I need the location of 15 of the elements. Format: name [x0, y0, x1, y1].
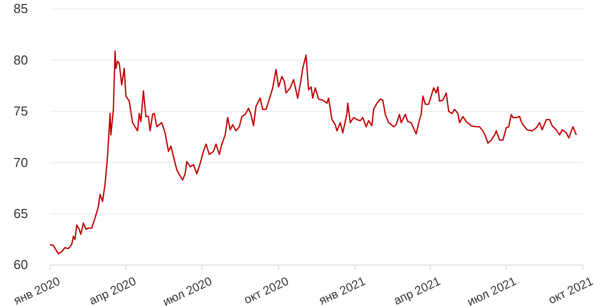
x-tick-label: июл 2020 — [160, 274, 214, 306]
x-tick-label: окт 2020 — [242, 274, 292, 306]
y-tick-label: 75 — [14, 104, 28, 119]
y-tick-label: 80 — [14, 52, 28, 68]
y-tick-label: 70 — [14, 154, 28, 170]
x-tick-label: янв 2021 — [316, 274, 368, 306]
y-tick-label: 60 — [14, 257, 28, 272]
x-tick-label: окт 2021 — [546, 274, 596, 306]
y-tick-label: 65 — [14, 206, 28, 221]
x-tick-label: янв 2020 — [11, 274, 63, 306]
line-series — [49, 50, 577, 254]
x-tick-label: июл 2021 — [465, 274, 519, 306]
y-tick-label: 85 — [14, 1, 28, 16]
x-tick-label: апр 2021 — [391, 274, 443, 306]
x-tick-label: апр 2020 — [87, 274, 138, 306]
